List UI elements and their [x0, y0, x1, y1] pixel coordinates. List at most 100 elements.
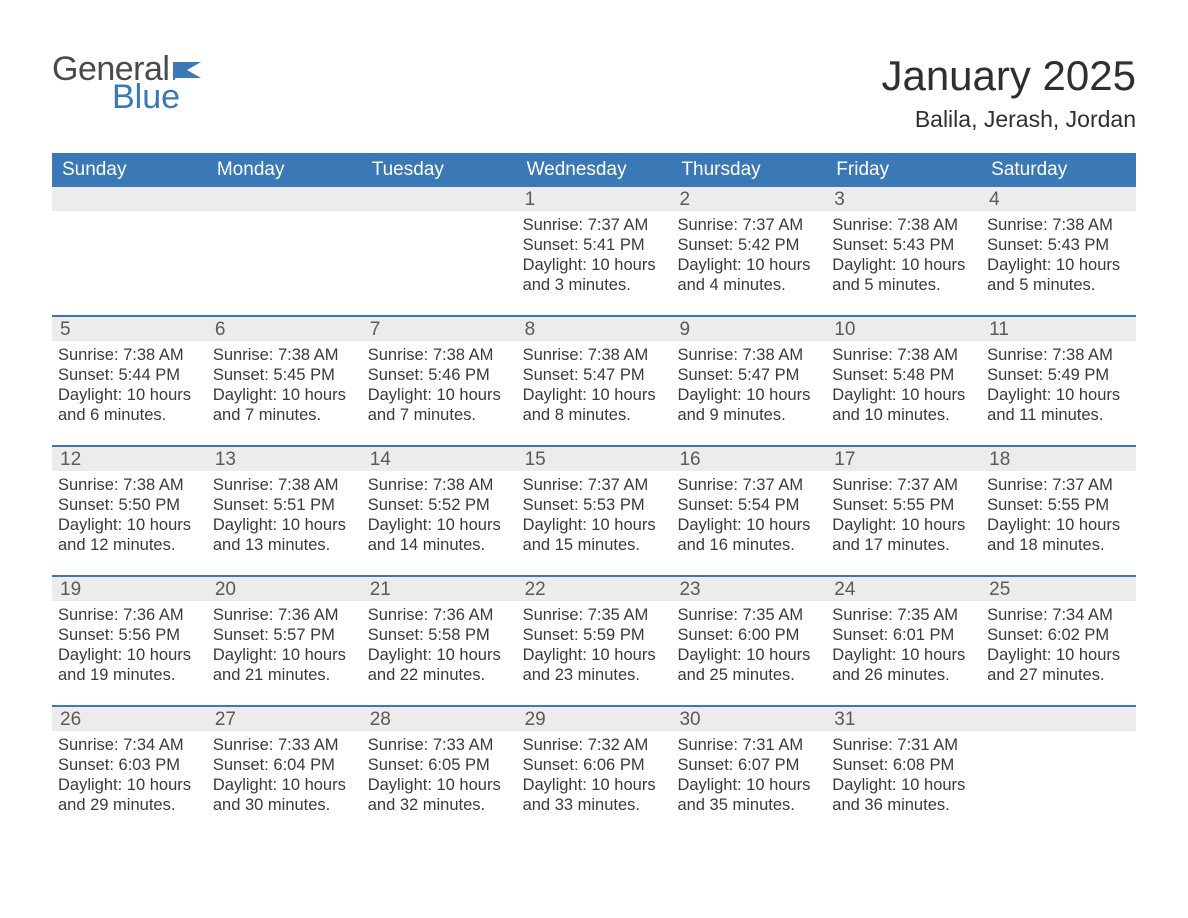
day-number: 26	[52, 707, 207, 731]
sunset-line: Sunset: 5:52 PM	[368, 495, 511, 515]
sunset-line: Sunset: 6:01 PM	[832, 625, 975, 645]
sunset-line: Sunset: 5:44 PM	[58, 365, 201, 385]
day-body	[207, 211, 362, 221]
day-number	[207, 187, 362, 211]
day-cell: 5Sunrise: 7:38 AMSunset: 5:44 PMDaylight…	[52, 317, 207, 445]
daylight-line: Daylight: 10 hours and 19 minutes.	[58, 645, 201, 685]
day-number: 9	[671, 317, 826, 341]
daylight-line: Daylight: 10 hours and 32 minutes.	[368, 775, 511, 815]
day-body: Sunrise: 7:38 AMSunset: 5:43 PMDaylight:…	[826, 211, 981, 302]
sunrise-line: Sunrise: 7:34 AM	[58, 735, 201, 755]
sunset-line: Sunset: 6:00 PM	[677, 625, 820, 645]
weeks-container: 1Sunrise: 7:37 AMSunset: 5:41 PMDaylight…	[52, 187, 1136, 835]
day-cell: 24Sunrise: 7:35 AMSunset: 6:01 PMDayligh…	[826, 577, 981, 705]
day-number: 2	[671, 187, 826, 211]
day-number: 10	[826, 317, 981, 341]
sunset-line: Sunset: 5:51 PM	[213, 495, 356, 515]
day-body: Sunrise: 7:35 AMSunset: 6:00 PMDaylight:…	[671, 601, 826, 692]
day-cell: 19Sunrise: 7:36 AMSunset: 5:56 PMDayligh…	[52, 577, 207, 705]
daylight-line: Daylight: 10 hours and 5 minutes.	[987, 255, 1130, 295]
title-block: January 2025 Balila, Jerash, Jordan	[881, 52, 1136, 133]
week-row: 5Sunrise: 7:38 AMSunset: 5:44 PMDaylight…	[52, 315, 1136, 445]
day-cell: 6Sunrise: 7:38 AMSunset: 5:45 PMDaylight…	[207, 317, 362, 445]
week-row: 19Sunrise: 7:36 AMSunset: 5:56 PMDayligh…	[52, 575, 1136, 705]
day-cell: 18Sunrise: 7:37 AMSunset: 5:55 PMDayligh…	[981, 447, 1136, 575]
sunrise-line: Sunrise: 7:38 AM	[368, 475, 511, 495]
day-number: 17	[826, 447, 981, 471]
day-cell: 9Sunrise: 7:38 AMSunset: 5:47 PMDaylight…	[671, 317, 826, 445]
sunrise-line: Sunrise: 7:37 AM	[832, 475, 975, 495]
sunrise-line: Sunrise: 7:38 AM	[987, 215, 1130, 235]
sunrise-line: Sunrise: 7:37 AM	[677, 475, 820, 495]
day-number: 24	[826, 577, 981, 601]
sunset-line: Sunset: 5:53 PM	[523, 495, 666, 515]
day-body: Sunrise: 7:37 AMSunset: 5:55 PMDaylight:…	[981, 471, 1136, 562]
weekday-header: Tuesday	[362, 153, 517, 187]
sunset-line: Sunset: 6:08 PM	[832, 755, 975, 775]
sunset-line: Sunset: 5:47 PM	[677, 365, 820, 385]
day-body: Sunrise: 7:37 AMSunset: 5:53 PMDaylight:…	[517, 471, 672, 562]
day-number: 21	[362, 577, 517, 601]
sunrise-line: Sunrise: 7:38 AM	[58, 475, 201, 495]
day-cell: 4Sunrise: 7:38 AMSunset: 5:43 PMDaylight…	[981, 187, 1136, 315]
week-row: 26Sunrise: 7:34 AMSunset: 6:03 PMDayligh…	[52, 705, 1136, 835]
day-cell: 20Sunrise: 7:36 AMSunset: 5:57 PMDayligh…	[207, 577, 362, 705]
daylight-line: Daylight: 10 hours and 3 minutes.	[523, 255, 666, 295]
day-number: 29	[517, 707, 672, 731]
day-number: 12	[52, 447, 207, 471]
daylight-line: Daylight: 10 hours and 6 minutes.	[58, 385, 201, 425]
day-number: 27	[207, 707, 362, 731]
day-body: Sunrise: 7:38 AMSunset: 5:52 PMDaylight:…	[362, 471, 517, 562]
day-cell: 21Sunrise: 7:36 AMSunset: 5:58 PMDayligh…	[362, 577, 517, 705]
daylight-line: Daylight: 10 hours and 9 minutes.	[677, 385, 820, 425]
day-body: Sunrise: 7:33 AMSunset: 6:04 PMDaylight:…	[207, 731, 362, 822]
daylight-line: Daylight: 10 hours and 35 minutes.	[677, 775, 820, 815]
sunset-line: Sunset: 5:47 PM	[523, 365, 666, 385]
day-cell: 11Sunrise: 7:38 AMSunset: 5:49 PMDayligh…	[981, 317, 1136, 445]
sunrise-line: Sunrise: 7:38 AM	[832, 215, 975, 235]
day-number: 19	[52, 577, 207, 601]
empty-cell	[981, 707, 1136, 835]
sunrise-line: Sunrise: 7:31 AM	[677, 735, 820, 755]
day-number	[981, 707, 1136, 731]
day-number: 30	[671, 707, 826, 731]
sunset-line: Sunset: 6:04 PM	[213, 755, 356, 775]
day-cell: 12Sunrise: 7:38 AMSunset: 5:50 PMDayligh…	[52, 447, 207, 575]
day-cell: 13Sunrise: 7:38 AMSunset: 5:51 PMDayligh…	[207, 447, 362, 575]
sunrise-line: Sunrise: 7:38 AM	[213, 345, 356, 365]
daylight-line: Daylight: 10 hours and 16 minutes.	[677, 515, 820, 555]
day-body: Sunrise: 7:34 AMSunset: 6:03 PMDaylight:…	[52, 731, 207, 822]
day-body: Sunrise: 7:35 AMSunset: 6:01 PMDaylight:…	[826, 601, 981, 692]
daylight-line: Daylight: 10 hours and 29 minutes.	[58, 775, 201, 815]
weekday-header: Wednesday	[517, 153, 672, 187]
sunset-line: Sunset: 6:06 PM	[523, 755, 666, 775]
daylight-line: Daylight: 10 hours and 4 minutes.	[677, 255, 820, 295]
day-body: Sunrise: 7:34 AMSunset: 6:02 PMDaylight:…	[981, 601, 1136, 692]
day-number: 1	[517, 187, 672, 211]
day-cell: 27Sunrise: 7:33 AMSunset: 6:04 PMDayligh…	[207, 707, 362, 835]
day-cell: 3Sunrise: 7:38 AMSunset: 5:43 PMDaylight…	[826, 187, 981, 315]
daylight-line: Daylight: 10 hours and 22 minutes.	[368, 645, 511, 685]
sunset-line: Sunset: 6:02 PM	[987, 625, 1130, 645]
sunrise-line: Sunrise: 7:37 AM	[523, 475, 666, 495]
daylight-line: Daylight: 10 hours and 13 minutes.	[213, 515, 356, 555]
flag-icon	[173, 58, 203, 80]
sunrise-line: Sunrise: 7:37 AM	[677, 215, 820, 235]
day-number	[362, 187, 517, 211]
empty-cell	[207, 187, 362, 315]
day-cell: 10Sunrise: 7:38 AMSunset: 5:48 PMDayligh…	[826, 317, 981, 445]
sunrise-line: Sunrise: 7:38 AM	[523, 345, 666, 365]
sunset-line: Sunset: 6:03 PM	[58, 755, 201, 775]
day-cell: 15Sunrise: 7:37 AMSunset: 5:53 PMDayligh…	[517, 447, 672, 575]
sunrise-line: Sunrise: 7:35 AM	[832, 605, 975, 625]
day-number: 23	[671, 577, 826, 601]
day-body: Sunrise: 7:36 AMSunset: 5:57 PMDaylight:…	[207, 601, 362, 692]
sunset-line: Sunset: 5:45 PM	[213, 365, 356, 385]
day-body: Sunrise: 7:38 AMSunset: 5:44 PMDaylight:…	[52, 341, 207, 432]
sunset-line: Sunset: 5:43 PM	[987, 235, 1130, 255]
sunset-line: Sunset: 5:57 PM	[213, 625, 356, 645]
day-body: Sunrise: 7:38 AMSunset: 5:51 PMDaylight:…	[207, 471, 362, 562]
daylight-line: Daylight: 10 hours and 27 minutes.	[987, 645, 1130, 685]
day-cell: 17Sunrise: 7:37 AMSunset: 5:55 PMDayligh…	[826, 447, 981, 575]
day-body: Sunrise: 7:38 AMSunset: 5:43 PMDaylight:…	[981, 211, 1136, 302]
